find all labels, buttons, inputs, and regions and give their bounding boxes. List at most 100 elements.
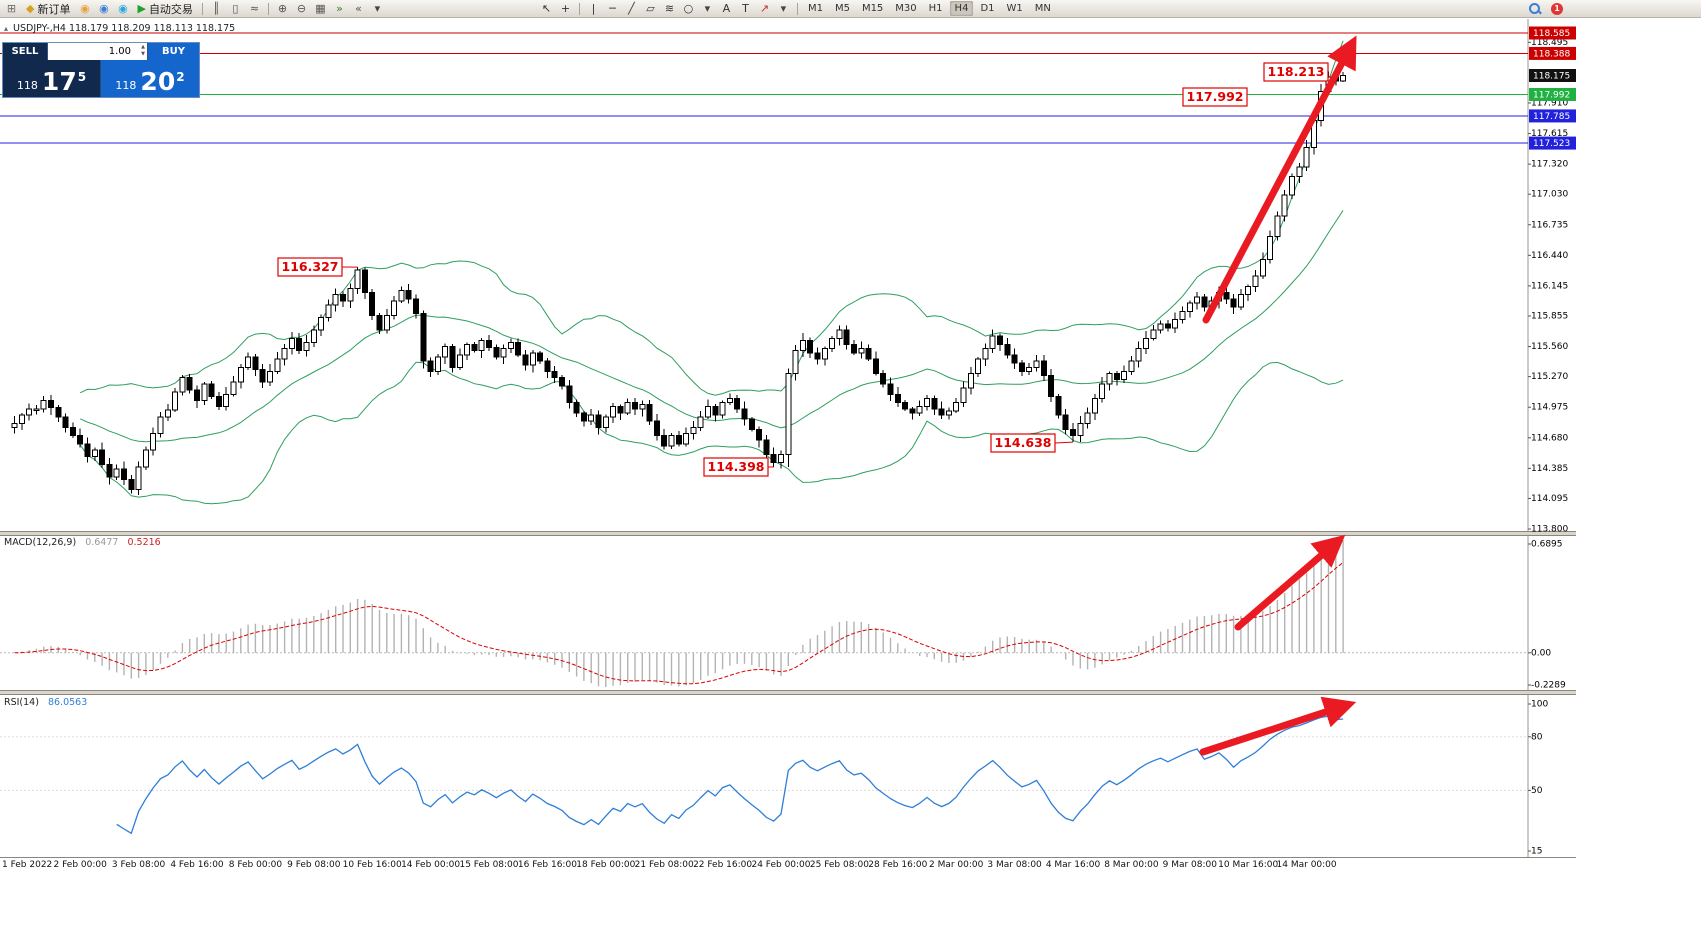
channel-icon[interactable]: ▱ — [646, 1, 655, 15]
chart-menu-dropdown-icon[interactable]: ▾ — [374, 1, 381, 15]
zoom-out-icon[interactable]: ⊖ — [296, 1, 307, 15]
timeframe-button-m5[interactable]: M5 — [834, 3, 850, 14]
chart-shift-icon[interactable]: « — [355, 1, 362, 15]
trendline-icon[interactable]: ╱ — [628, 1, 635, 15]
tile-windows-icon[interactable]: ▦ — [315, 1, 326, 15]
auto-scroll-icon[interactable]: » — [336, 1, 343, 15]
macd-name: MACD(12,26,9) — [4, 537, 77, 548]
vertical-line-icon[interactable]: | — [591, 1, 596, 15]
time-label: 9 Mar 08:00 — [1163, 860, 1218, 870]
timeframe-button-m15[interactable]: M15 — [861, 3, 884, 14]
time-label: 18 Feb 00:00 — [576, 860, 635, 870]
price-annotation-text: 114.638 — [995, 435, 1052, 450]
trade-panel-top-row: SELL ▲ ▼ BUY — [3, 43, 199, 60]
rsi-layer — [0, 715, 1528, 835]
volume-down-icon[interactable]: ▼ — [141, 51, 145, 57]
price-lines-layer[interactable] — [0, 32, 1528, 144]
shapes-dropdown-icon[interactable]: ▾ — [704, 1, 711, 15]
price-annotation-box[interactable] — [1263, 62, 1329, 82]
candlestick-mode-icon[interactable]: ▯ — [232, 1, 239, 15]
timeframe-button-m30[interactable]: M30 — [895, 3, 917, 14]
time-label: 15 Feb 08:00 — [459, 860, 518, 870]
axis-label: 116.440 — [1531, 251, 1568, 261]
axis-label: 116.145 — [1531, 281, 1568, 291]
metaquotes-icon[interactable]: ◉ — [80, 1, 90, 15]
trend-arrow-rsi[interactable] — [1199, 696, 1357, 756]
buy-button[interactable]: BUY — [147, 43, 199, 60]
axis-label: 116.735 — [1531, 220, 1568, 230]
buy-price-big: 20 — [140, 67, 176, 96]
timeframe-button-mn[interactable]: MN — [1034, 3, 1051, 14]
new-order-button-label: 新订单 — [37, 2, 71, 16]
toolbar-separator — [201, 2, 203, 15]
axis-label: 114.975 — [1531, 403, 1568, 413]
notification-badge[interactable]: 1 — [1551, 2, 1563, 15]
timeframe-button-h1[interactable]: H1 — [928, 3, 943, 14]
label-tool-icon[interactable]: T — [742, 1, 749, 15]
volume-up-icon[interactable]: ▲ — [141, 44, 145, 50]
timeframe-button-w1[interactable]: W1 — [1006, 3, 1023, 14]
price-annotation-box[interactable] — [277, 257, 343, 277]
crosshair-icon[interactable]: + — [560, 1, 571, 15]
trade-panel-price-row: 118 17 5 118 20 2 — [3, 60, 199, 97]
community-icon[interactable]: ◉ — [99, 1, 109, 15]
time-label: 8 Feb 00:00 — [229, 860, 283, 870]
arrows-dropdown-icon[interactable]: ▾ — [780, 1, 787, 15]
volume-input[interactable] — [48, 43, 147, 60]
price-level-chip: 117.992 — [1529, 87, 1576, 101]
shapes-icon[interactable]: ○ — [683, 1, 694, 15]
axis-label: 0.6895 — [1531, 540, 1563, 550]
trend-arrows-layer[interactable] — [1199, 35, 1357, 756]
time-label: 21 Feb 08:00 — [635, 860, 694, 870]
axis-label: 117.320 — [1531, 160, 1568, 170]
trend-arrow-main[interactable] — [1202, 35, 1357, 324]
new-chart-icon[interactable]: ⊞ — [6, 1, 17, 15]
time-label: 1 Feb 2022 — [2, 860, 52, 870]
autotrading-button[interactable]: ▶ 自动交易 — [132, 1, 197, 17]
buy-price-sup: 2 — [176, 70, 185, 84]
symbol-ohlc-text: USDJPY-,H4 118.179 118.209 118.113 118.1… — [13, 23, 236, 34]
cursor-icon[interactable]: ↖ — [541, 1, 552, 15]
line-chart-mode-icon[interactable]: ≈ — [249, 1, 260, 15]
new-order-button[interactable]: ◆ 新订单 — [21, 1, 75, 17]
trend-arrow-macd[interactable] — [1234, 534, 1346, 631]
time-label: 16 Feb 16:00 — [518, 860, 577, 870]
zoom-in-icon[interactable]: ⊕ — [277, 1, 288, 15]
sell-price-prefix: 118 — [16, 79, 38, 92]
timeframe-button-d1[interactable]: D1 — [980, 3, 995, 14]
symbol-header: ▴ USDJPY-,H4 118.179 118.209 118.113 118… — [4, 23, 235, 34]
sell-button[interactable]: SELL — [3, 43, 48, 60]
candles-layer — [11, 71, 1347, 495]
sell-price-button[interactable]: 118 17 5 — [3, 60, 101, 97]
annotations-layer[interactable]: 116.327 114.398 114.638 117.992 118.213 — [277, 62, 1329, 477]
timeframe-button-m1[interactable]: M1 — [807, 3, 823, 14]
price-axis[interactable]: 118.495 117.910 117.615 117.320 117.030 116.7… — [1528, 26, 1576, 857]
axis-label: 114.680 — [1531, 433, 1568, 443]
price-annotation-box[interactable] — [703, 457, 769, 477]
timeframe-button-h4[interactable]: H4 — [949, 1, 974, 16]
toolbar-items: ⊞ ◆ 新订单 ◉ ◉ ◉ ▶ 自动交易 ║ ▯ ≈ ⊕ ⊖ ▦ » « ▾ ↖ + | ─ ╱ ▱ ≋ ○ ▾ A T ↗ ▾ M1 M5 M… — [2, 0, 1057, 18]
price-annotation-box[interactable] — [990, 433, 1056, 453]
search-icon[interactable] — [1528, 2, 1542, 16]
toolbar-separator — [796, 2, 798, 15]
axis-label: -0.2289 — [1531, 681, 1566, 691]
fibonacci-icon[interactable]: ≋ — [664, 1, 675, 15]
bar-chart-mode-icon[interactable]: ║ — [213, 1, 220, 15]
buy-price-button[interactable]: 118 20 2 — [101, 60, 199, 97]
horizontal-line-icon[interactable]: ─ — [609, 1, 616, 15]
time-label: 22 Feb 16:00 — [693, 860, 752, 870]
volume-spinner[interactable]: ▲ ▼ — [141, 44, 145, 58]
time-label: 3 Mar 08:00 — [987, 860, 1042, 870]
arrow-tool-icon[interactable]: ↗ — [759, 1, 770, 15]
chart-window-icon: ▴ — [4, 24, 9, 33]
macd-layer — [0, 540, 1528, 687]
time-label: 25 Feb 08:00 — [810, 860, 869, 870]
price-annotation-box[interactable] — [1182, 87, 1248, 107]
time-axis[interactable]: 1 Feb 2022 2 Feb 00:00 3 Feb 08:00 4 Feb 16… — [2, 860, 1337, 870]
chat-icon[interactable]: ◉ — [118, 1, 128, 15]
price-annotation-text: 116.327 — [282, 259, 339, 274]
bollinger-bands-layer — [79, 40, 1344, 505]
text-tool-icon[interactable]: A — [722, 1, 731, 15]
toolbar-separator — [267, 2, 269, 15]
